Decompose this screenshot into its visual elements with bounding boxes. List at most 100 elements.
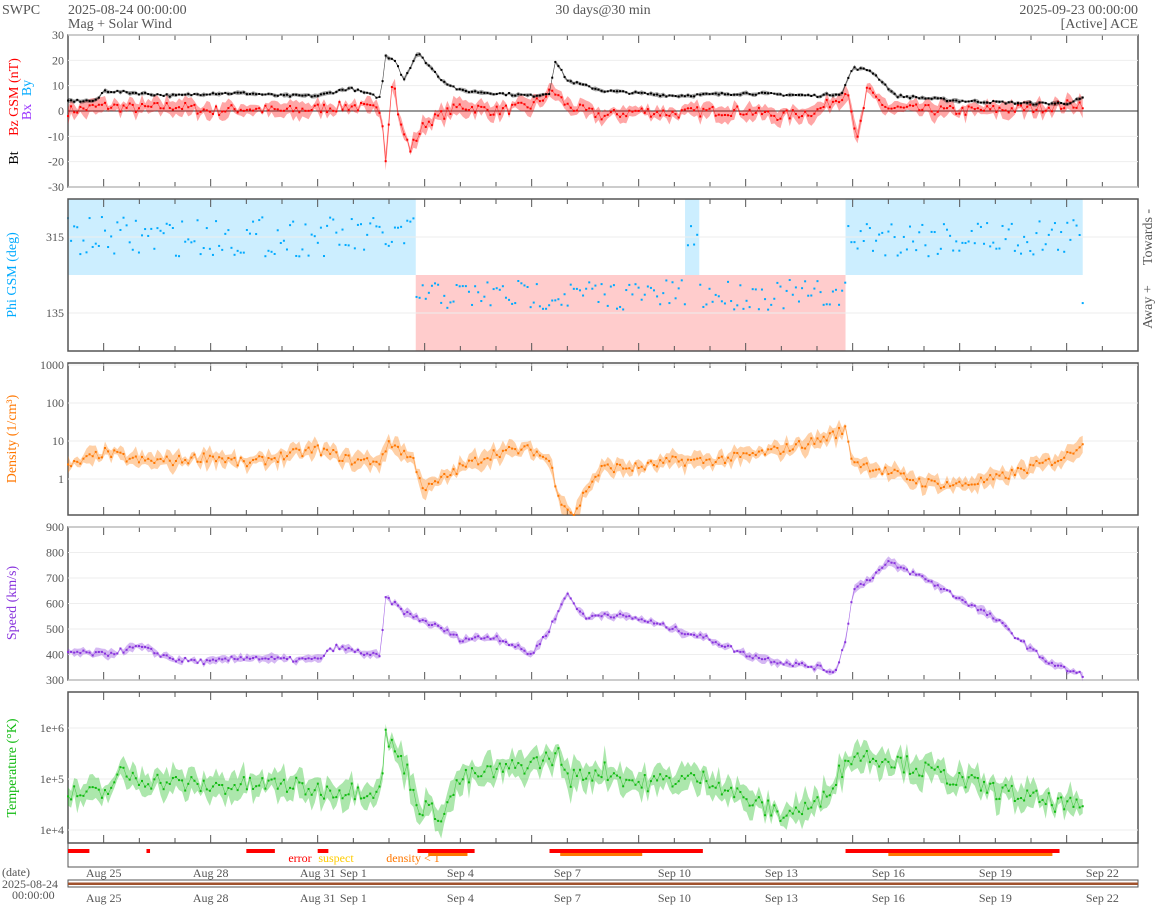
- bt-point: [452, 85, 455, 88]
- bz-point: [304, 109, 307, 112]
- density-point: [551, 466, 554, 469]
- density-point: [418, 477, 421, 480]
- density-point: [326, 448, 329, 451]
- bt-point: [319, 93, 322, 96]
- bz-point: [162, 107, 165, 110]
- bz-point: [276, 108, 279, 111]
- bz-point: [557, 94, 560, 97]
- bz-point: [976, 107, 979, 110]
- bz-point: [369, 104, 372, 107]
- density-point: [649, 460, 652, 463]
- density-point: [504, 449, 507, 452]
- phi-point: [838, 303, 841, 306]
- density-point: [640, 465, 643, 468]
- bz-point: [572, 109, 575, 112]
- speed-point: [233, 657, 236, 660]
- density-point: [412, 457, 415, 460]
- bz-point: [841, 99, 844, 102]
- density-point: [156, 458, 159, 461]
- phi-point: [316, 241, 319, 244]
- density-point: [643, 468, 646, 471]
- temperature-point: [310, 793, 313, 796]
- speed-point: [767, 656, 770, 659]
- temperature-point: [384, 728, 387, 731]
- speed-point: [760, 658, 763, 661]
- density-point: [569, 511, 572, 514]
- temperature-point: [360, 797, 363, 800]
- temperature-point: [1057, 797, 1060, 800]
- bt-point: [461, 88, 464, 91]
- speed-point: [449, 633, 452, 636]
- speed-point: [285, 658, 288, 661]
- density-point: [455, 472, 458, 475]
- phi-point: [199, 253, 202, 256]
- density-point: [301, 455, 304, 458]
- y-tick-label: 315: [46, 230, 64, 244]
- speed-point: [677, 630, 680, 633]
- density-point: [942, 485, 945, 488]
- temperature-point: [791, 812, 794, 815]
- temperature-point: [850, 763, 853, 766]
- bt-point: [1060, 102, 1063, 105]
- x-tick-label: Sep 7: [554, 866, 581, 880]
- speed-point: [141, 645, 144, 648]
- temperature-point: [279, 782, 282, 785]
- bz-point: [412, 138, 415, 141]
- phi-point: [366, 233, 369, 236]
- bz-point: [566, 102, 569, 105]
- density-point: [764, 453, 767, 456]
- phi-point: [100, 216, 103, 219]
- density-point: [748, 454, 751, 457]
- temperature-point: [797, 810, 800, 813]
- bt-point: [1072, 100, 1075, 103]
- phi-point: [215, 220, 218, 223]
- phi-point: [128, 241, 131, 244]
- density-point: [514, 448, 517, 451]
- bt-point: [128, 92, 131, 95]
- temperature-point: [517, 762, 520, 765]
- density-point: [307, 446, 310, 449]
- density-point: [541, 455, 544, 458]
- bz-point: [480, 105, 483, 108]
- bz-point: [128, 102, 131, 105]
- phi-point: [248, 232, 251, 235]
- bt-point: [375, 96, 378, 99]
- error-flag: [246, 849, 275, 853]
- density-point: [828, 432, 831, 435]
- bz-point: [492, 113, 495, 116]
- temperature-point: [443, 812, 446, 815]
- density-point: [548, 459, 551, 462]
- bz-point: [168, 107, 171, 110]
- speed-point: [461, 640, 464, 643]
- density-point: [788, 449, 791, 452]
- temperature-point: [230, 788, 233, 791]
- phi-point: [649, 286, 652, 289]
- phi-point: [397, 226, 400, 229]
- bz-point: [844, 93, 847, 96]
- phi-point: [85, 251, 88, 254]
- phi-point: [964, 242, 967, 245]
- x-tick-label: Sep 10: [658, 891, 691, 905]
- bt-point: [686, 94, 689, 97]
- temperature-point: [461, 778, 464, 781]
- phi-point: [341, 228, 344, 231]
- density-point: [338, 459, 341, 462]
- speed-point: [492, 637, 495, 640]
- bz-point: [532, 101, 535, 104]
- speed-point: [683, 633, 686, 636]
- temperature-point: [264, 787, 267, 790]
- temperature-point: [643, 774, 646, 777]
- density-point: [424, 489, 427, 492]
- density-point: [446, 475, 449, 478]
- bz-point: [927, 104, 930, 107]
- bt-point: [430, 67, 433, 70]
- temperature-point: [1060, 796, 1063, 799]
- time-value: 00:00:00: [12, 888, 55, 902]
- speed-point: [187, 660, 190, 663]
- bt-point: [347, 87, 350, 90]
- temperature-point: [545, 751, 548, 754]
- temperature-point: [662, 778, 665, 781]
- temperature-point: [952, 783, 955, 786]
- speed-point: [199, 658, 202, 661]
- density-point: [202, 452, 205, 455]
